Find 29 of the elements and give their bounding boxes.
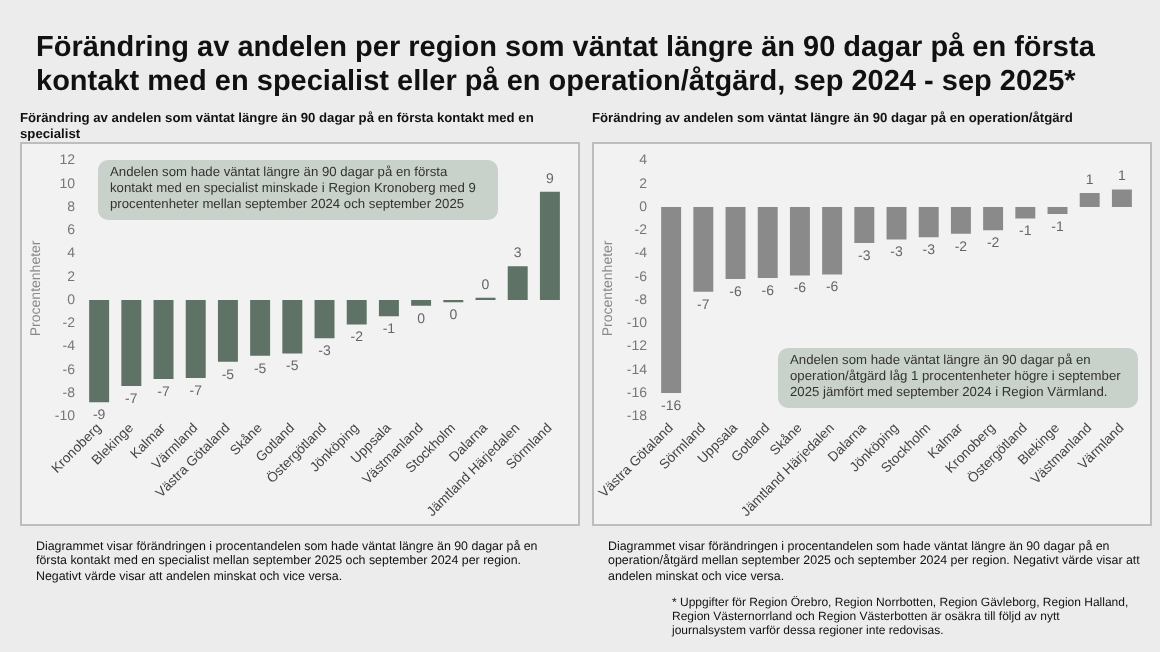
bar [539,191,560,300]
bar [185,299,206,378]
bar [950,206,971,234]
bar [983,206,1004,231]
bar [346,299,367,325]
bar [1015,206,1036,219]
bar [507,266,528,300]
bar [250,299,271,356]
bar [282,299,303,354]
bar [789,206,810,276]
bar [854,206,875,243]
bar [411,299,432,306]
bar [217,299,238,362]
bar [89,299,110,403]
bar [757,206,778,278]
bar [661,206,682,394]
chart-title: Förändring av andelen per region som väntat längre än 90 dagar på en första kontakt med en specialist eller på en operation/åtgärd, sep 2024 - sep 2025* [36,32,1097,100]
bar [153,299,174,380]
bar [1111,189,1132,207]
bar [886,206,907,240]
bar [725,206,746,280]
bar [1047,206,1068,214]
bar [1079,192,1100,207]
bar [314,299,335,339]
bar [378,299,399,317]
bar [693,206,714,292]
bar [918,206,939,238]
bar [822,206,843,275]
bar [121,299,142,387]
